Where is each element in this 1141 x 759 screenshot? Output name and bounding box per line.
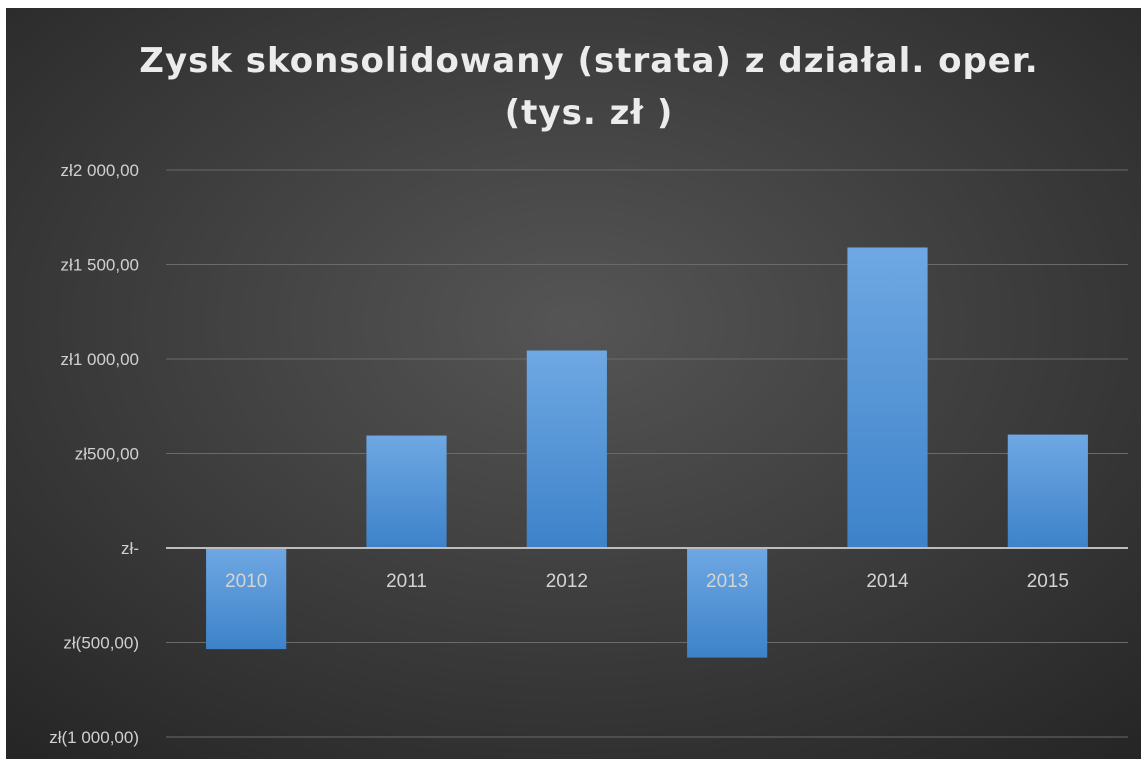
y-tick-label: zł- (121, 539, 139, 558)
chart-title-line-1: Zysk skonsolidowany (strata) z działal. … (139, 41, 1038, 81)
category-label-2010: 2010 (225, 571, 267, 592)
bars (206, 247, 1088, 658)
y-tick-label: zł(500,00) (63, 634, 139, 653)
category-label-2012: 2012 (546, 571, 588, 592)
y-tick-label: zł(1 000,00) (49, 728, 139, 747)
bar-2015 (1007, 434, 1088, 548)
chart-frame: Zysk skonsolidowany (strata) z działal. … (6, 8, 1141, 759)
bar-2012 (526, 350, 607, 548)
category-label-2013: 2013 (706, 571, 748, 592)
y-tick-label: zł1 500,00 (61, 256, 139, 275)
bar-2011 (366, 435, 447, 548)
y-tick-label: zł2 000,00 (61, 161, 139, 180)
y-tick-label: zł500,00 (75, 445, 139, 464)
y-axis-tick-labels: zł2 000,00 zł1 500,00 zł1 000,00 zł500,00 zł… (49, 161, 139, 747)
bar-2010 (206, 548, 287, 650)
category-labels: 2010 2011 2012 2013 2014 2015 (225, 571, 1069, 592)
bar-chart: Zysk skonsolidowany (strata) z działal. … (6, 8, 1141, 759)
gridlines (166, 169, 1128, 738)
category-label-2015: 2015 (1027, 571, 1069, 592)
y-tick-label: zł1 000,00 (61, 350, 139, 369)
chart-title-line-2: (tys. zł ) (505, 93, 674, 133)
category-label-2011: 2011 (386, 571, 427, 592)
category-label-2014: 2014 (866, 571, 909, 592)
bar-2013 (687, 548, 768, 658)
bar-2014 (847, 247, 928, 549)
